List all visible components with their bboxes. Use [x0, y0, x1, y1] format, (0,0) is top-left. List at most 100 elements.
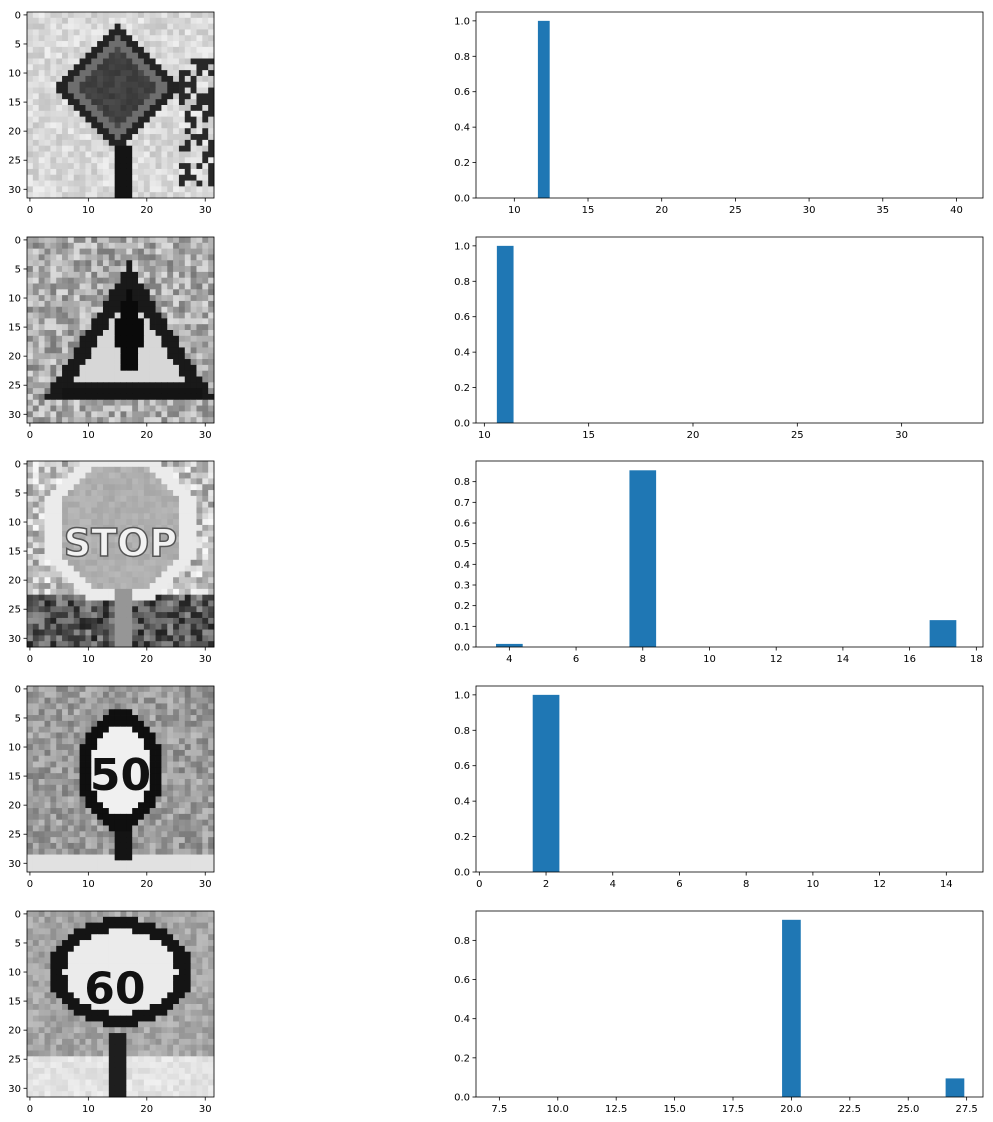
y-tick-label: 5: [15, 264, 21, 275]
axes-frame: [475, 236, 984, 424]
bar-chart-5: 7.5 10.0 12.5 15.0 17.5 20.0 22.5 25.0 27.5 0.0 0.…: [454, 910, 984, 1115]
x-tick-label: 0: [476, 879, 482, 890]
x-tick-label: 16: [903, 654, 916, 665]
x-tick-label: 30: [803, 205, 816, 216]
y-tick-label: 30: [8, 634, 21, 645]
y-tick-label: 0.2: [454, 158, 470, 169]
y-tick-label: 0.2: [454, 1053, 470, 1064]
image-panel-2: 0 10 20 30 0 5 10 15 20 25 30: [8, 235, 215, 441]
y-tick-label: 10: [8, 518, 21, 529]
y-tick-label: 0.8: [454, 277, 470, 288]
x-tick-label: 0: [27, 205, 33, 216]
x-tick-label: 0: [27, 654, 33, 665]
y-tick-label: 10: [8, 294, 21, 305]
x-tick-label: 7.5: [491, 1104, 507, 1115]
y-tick-label: 0: [15, 909, 21, 920]
x-tick-label: 6: [573, 654, 579, 665]
x-tick-label: 25: [729, 205, 742, 216]
y-tick-label: 25: [8, 605, 21, 616]
y-tick-label: 25: [8, 830, 21, 841]
x-tick-label: 10: [82, 879, 95, 890]
x-tick-label: 10: [82, 654, 95, 665]
y-tick-label: 20: [8, 127, 21, 138]
x-tick-label: 30: [199, 205, 212, 216]
y-tick-label: 0.6: [454, 312, 470, 323]
y-tick-label: 0.0: [454, 194, 470, 205]
y-tick-label: 0.8: [454, 477, 470, 488]
y-tick-label: 0: [15, 10, 21, 21]
x-tick-label: 35: [876, 205, 889, 216]
x-tick-label: 2: [543, 879, 549, 890]
y-tick-label: 15: [8, 547, 21, 558]
image-panel-1: 0 10 20 30 0 5 10 15 20 25 30: [8, 10, 215, 216]
y-tick-label: 30: [8, 410, 21, 421]
x-tick-label: 8: [743, 879, 749, 890]
y-tick-label: 5: [15, 39, 21, 50]
x-tick-label: 27.5: [956, 1104, 978, 1115]
general-caution-triangle-sign-picture: [27, 237, 215, 424]
y-tick-label: 0.6: [454, 87, 470, 98]
axes-frame: [475, 910, 984, 1098]
x-tick-label: 10: [82, 1104, 95, 1115]
y-tick-label: 0.6: [454, 761, 470, 772]
x-tick-label: 0: [27, 1104, 33, 1115]
y-tick-label: 0: [15, 235, 21, 246]
y-tick-label: 0.6: [454, 519, 470, 530]
speed-limit-60-sign-picture: [27, 911, 215, 1098]
y-tick-label: 0.3: [454, 581, 470, 592]
bar-chart-4: 0 2 4 6 8 10 12 14 0.0 0.2 0.4 0.6 0.8 1.0: [454, 685, 984, 890]
x-tick-label: 12: [770, 654, 783, 665]
y-tick-label: 25: [8, 1055, 21, 1066]
x-tick-label: 20: [140, 430, 153, 441]
y-tick-label: 0.0: [454, 643, 470, 654]
y-tick-label: 0.0: [454, 1093, 470, 1104]
bar: [532, 694, 560, 872]
y-tick-label: 5: [15, 938, 21, 949]
bar: [496, 245, 514, 423]
y-tick-label: 20: [8, 576, 21, 587]
y-tick-label: 0: [15, 459, 21, 470]
plot-area: [476, 686, 983, 872]
bar-chart-2: 10 15 20 25 30 0.0 0.2 0.4 0.6 0.8 1.0: [454, 236, 984, 441]
y-tick-label: 20: [8, 352, 21, 363]
x-tick-label: 20: [140, 205, 153, 216]
x-tick-label: 8: [640, 654, 646, 665]
x-tick-label: 20: [140, 654, 153, 665]
x-tick-label: 30: [199, 430, 212, 441]
x-tick-label: 14: [837, 654, 850, 665]
x-tick-label: 30: [199, 1104, 212, 1115]
speed-limit-50-sign-picture: [27, 686, 215, 873]
x-tick-label: 25.0: [897, 1104, 919, 1115]
axes-frame: [475, 685, 984, 873]
x-tick-label: 4: [506, 654, 512, 665]
y-tick-label: 0: [15, 684, 21, 695]
bar-chart-1: 10 15 20 25 30 35 40 0.0 0.2 0.4 0.6 0.8 1.0: [454, 11, 984, 216]
y-tick-label: 5: [15, 713, 21, 724]
x-tick-label: 10: [703, 654, 716, 665]
y-tick-label: 0.4: [454, 348, 470, 359]
plot-area: [476, 461, 983, 647]
y-tick-label: 0.4: [454, 797, 470, 808]
image-frame: [26, 236, 215, 424]
bar: [945, 1078, 965, 1097]
x-tick-label: 0: [27, 430, 33, 441]
y-tick-label: 0.4: [454, 560, 470, 571]
x-tick-label: 15: [582, 205, 595, 216]
x-tick-label: 6: [676, 879, 682, 890]
x-tick-label: 12: [873, 879, 886, 890]
sign-text: STOP: [64, 521, 177, 565]
image-frame: [26, 910, 215, 1098]
y-tick-label: 15: [8, 323, 21, 334]
x-tick-label: 30: [895, 430, 908, 441]
axes-frame: [475, 11, 984, 199]
y-tick-label: 15: [8, 98, 21, 109]
x-tick-label: 20: [140, 1104, 153, 1115]
x-tick-label: 15.0: [663, 1104, 685, 1115]
bar: [629, 470, 657, 647]
sign-text: 60: [84, 964, 145, 1015]
image-panel-3: STOP 0 10 20 30 0 5 10 15 20 25 30: [8, 459, 215, 665]
bar: [929, 620, 957, 647]
y-tick-label: 0.1: [454, 622, 470, 633]
y-tick-label: 10: [8, 743, 21, 754]
x-tick-label: 14: [940, 879, 953, 890]
